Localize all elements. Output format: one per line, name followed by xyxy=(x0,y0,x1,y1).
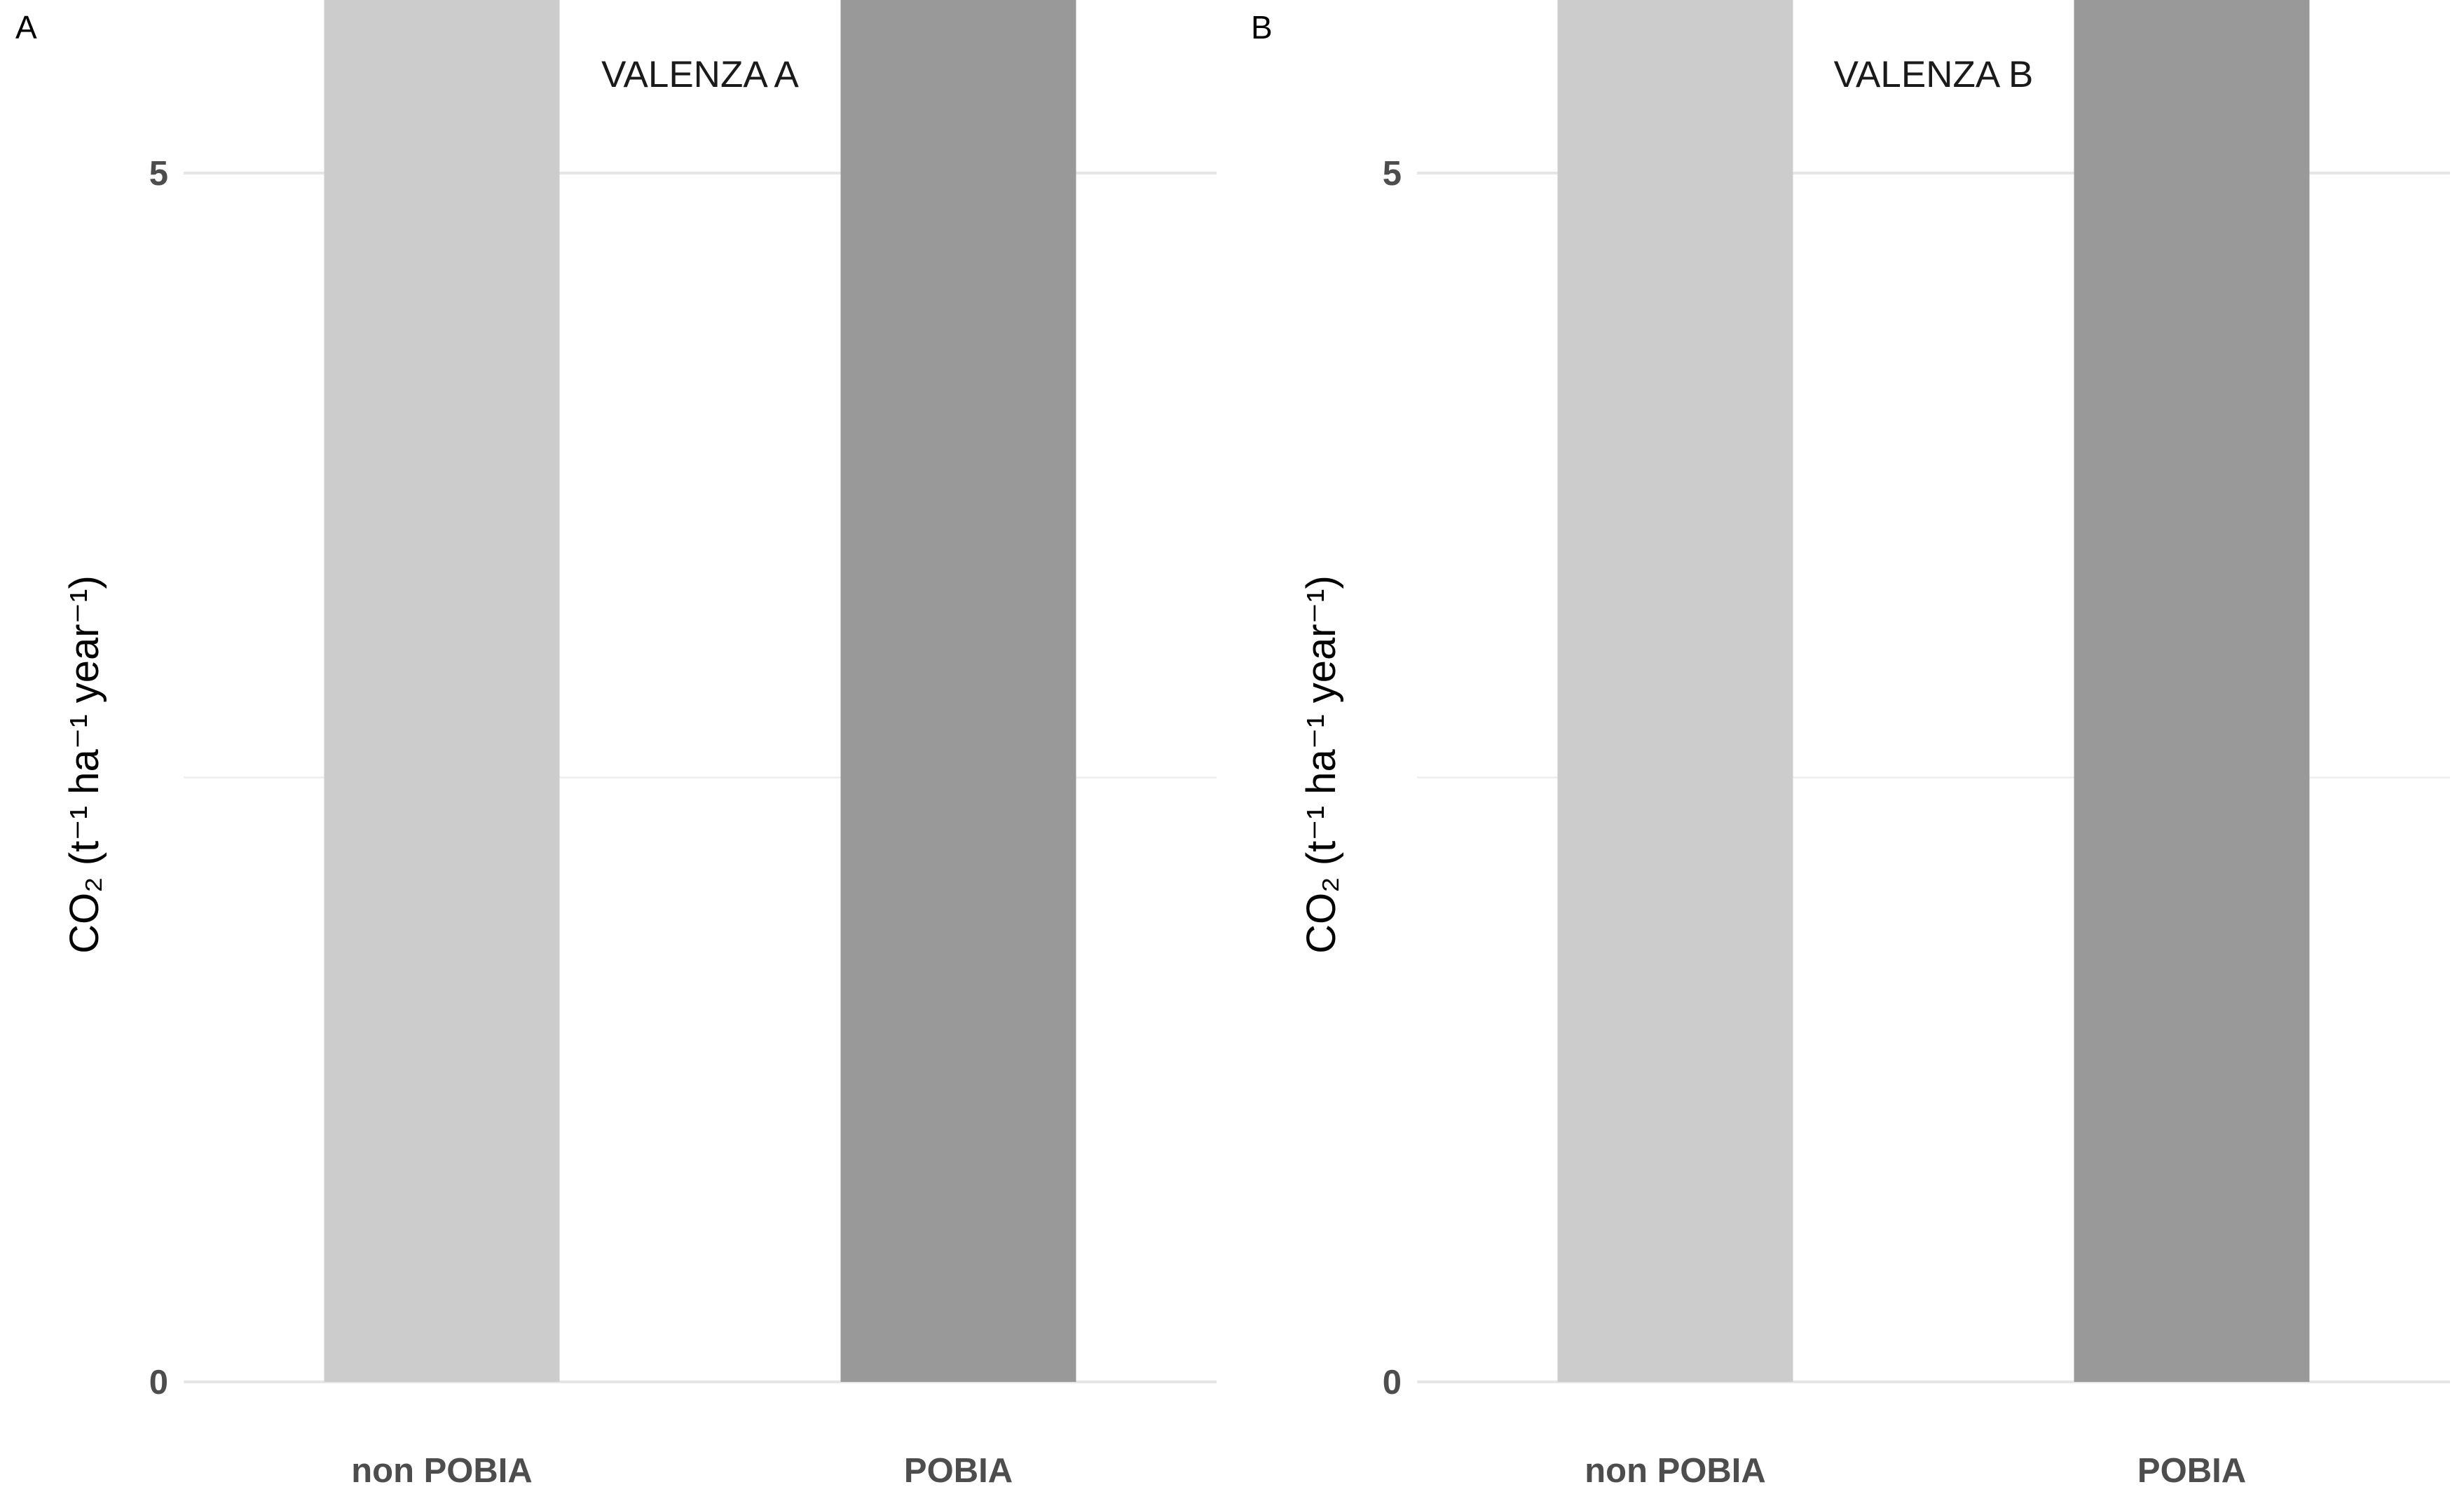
x-tick-label: POBIA xyxy=(2137,1452,2246,1490)
y-tick-label: 0 xyxy=(149,1364,168,1402)
panel-tag: A xyxy=(15,9,37,46)
y-tick-label: 5 xyxy=(1383,155,1402,193)
x-tick-label: POBIA xyxy=(904,1452,1013,1490)
bar xyxy=(2074,0,2310,1382)
bar xyxy=(324,0,560,1382)
bar xyxy=(1557,0,1793,1382)
y-axis-label: CO₂ (t⁻¹ ha⁻¹ year⁻¹) xyxy=(62,575,107,954)
bar xyxy=(840,0,1076,1382)
panel-title: VALENZA A xyxy=(601,54,799,95)
y-tick-label: 0 xyxy=(1383,1364,1402,1402)
x-tick-label: non POBIA xyxy=(351,1452,533,1490)
panel-tag: B xyxy=(1251,9,1273,46)
y-tick-label: 5 xyxy=(149,155,168,193)
x-tick-label: non POBIA xyxy=(1585,1452,1766,1490)
panel-title: VALENZA B xyxy=(1834,54,2034,95)
y-axis-label: CO₂ (t⁻¹ ha⁻¹ year⁻¹) xyxy=(1299,575,1344,954)
